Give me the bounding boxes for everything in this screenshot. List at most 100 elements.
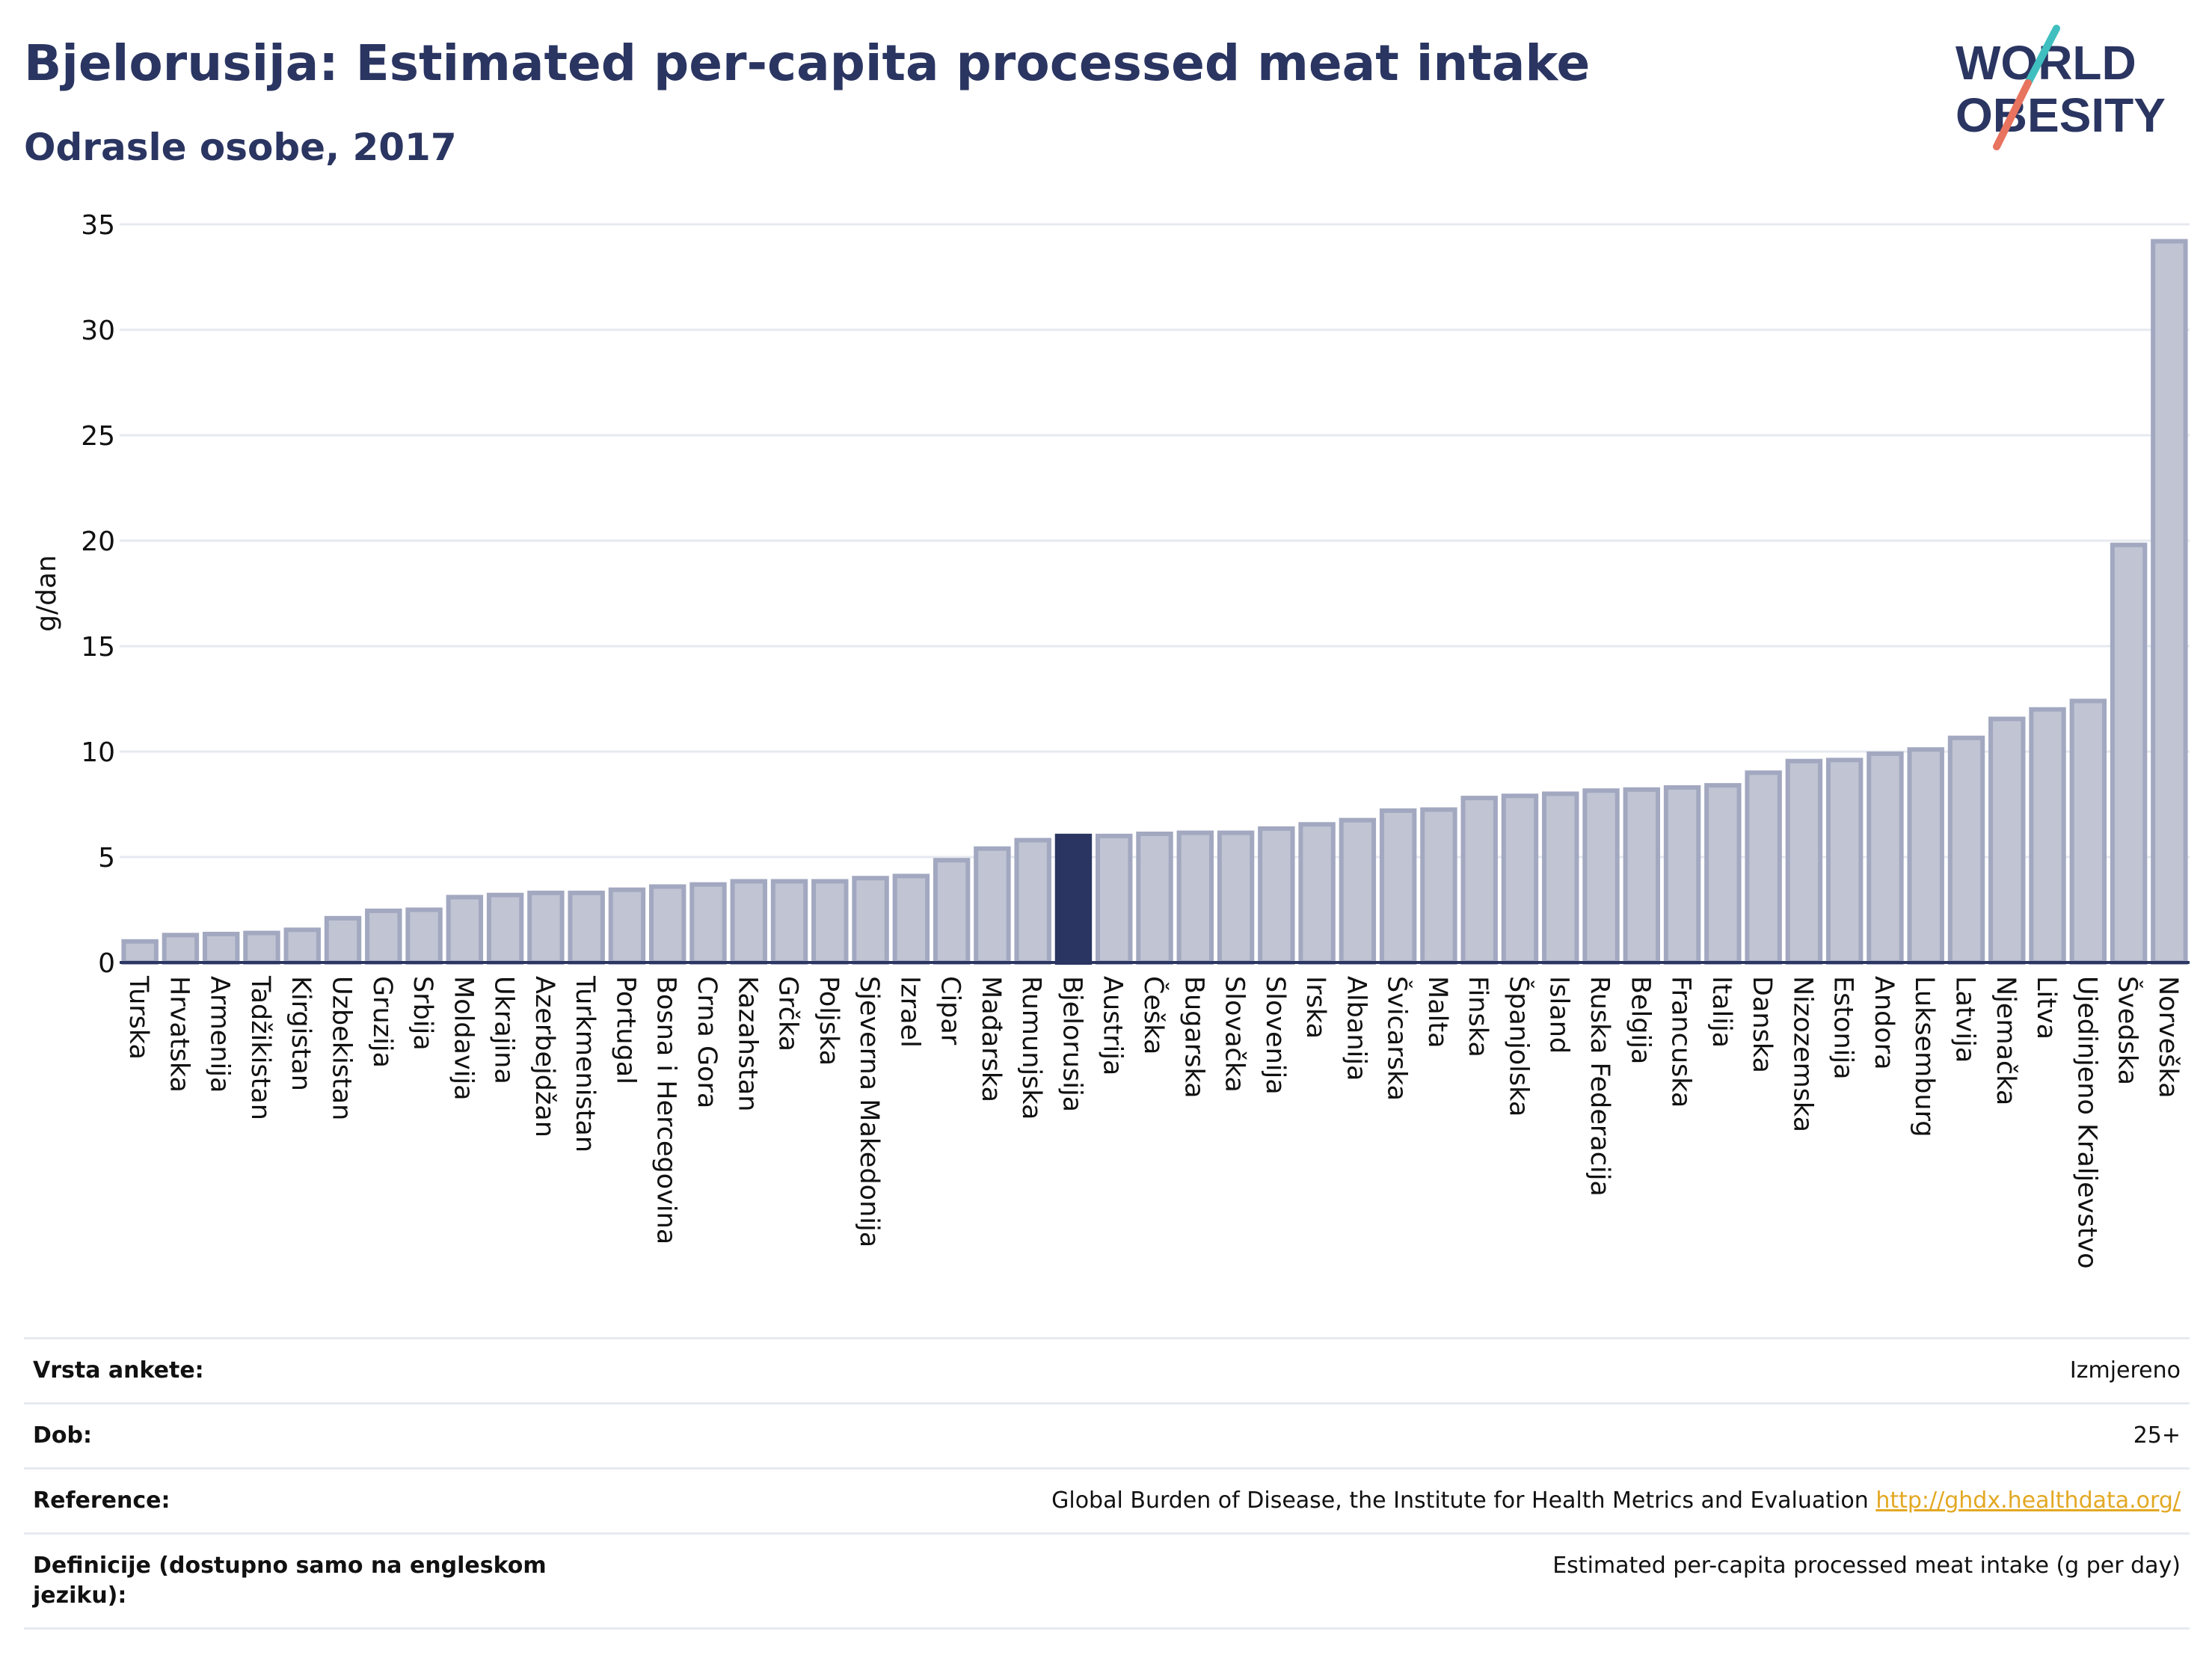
bar <box>1988 716 2026 965</box>
bar <box>162 933 200 965</box>
bar <box>405 907 443 965</box>
bar <box>1582 788 1620 965</box>
x-tick-label: Slovačka <box>1220 976 1250 1093</box>
info-key: Definicije (dostupno samo na engleskom j… <box>33 1553 547 1609</box>
info-row-reference: Reference: Global Burden of Disease, the… <box>24 1468 2190 1534</box>
x-tick-label: Danska <box>1747 976 1777 1073</box>
bar <box>1745 770 1782 965</box>
x-tick-label: Malta <box>1422 976 1452 1048</box>
bar <box>1785 758 1823 965</box>
x-tick-label: Uzbekistan <box>327 976 357 1120</box>
bar <box>2069 698 2107 965</box>
reference-link[interactable]: http://ghdx.healthdata.org/ <box>1875 1487 2181 1514</box>
bar <box>121 939 159 965</box>
x-tick-label: Bjelorusija <box>1057 976 1087 1112</box>
bar-chart: 0 5 10 15 20 25 30 35 g/dan Turska Hrvatska Armenij… <box>31 210 2190 1269</box>
x-tick-label: Luksemburg <box>1909 976 1939 1137</box>
bar <box>1339 817 1377 965</box>
bar <box>1825 758 1864 965</box>
bar <box>1054 833 1093 965</box>
x-tick-label: Andora <box>1869 976 1899 1070</box>
chart-subtitle: Odrasle osobe, 2017 <box>24 126 457 169</box>
x-tick-label: Španjolska <box>1503 976 1534 1117</box>
y-tick-label: 15 <box>81 632 115 663</box>
x-tick-label: Francuska <box>1666 976 1696 1108</box>
x-tick-label: Njemačka <box>1991 976 2021 1105</box>
y-axis-label: g/dan <box>31 555 62 632</box>
x-tick-label: Finska <box>1463 976 1493 1057</box>
info-value: Estimated per-capita processed meat inta… <box>1552 1553 2181 1579</box>
bar <box>1379 808 1417 965</box>
bar <box>1014 838 1051 965</box>
x-tick-label: Turska <box>123 975 153 1060</box>
x-tick-label: Latvija <box>1950 976 1979 1063</box>
bar <box>2110 542 2148 965</box>
x-tick-label: Kazahstan <box>732 976 762 1111</box>
bar <box>1704 783 1742 965</box>
logo-text-obesity: OBESITY <box>1956 88 2166 142</box>
x-tick-label: Estonija <box>1828 976 1858 1080</box>
bar <box>283 927 321 965</box>
bar <box>811 879 849 965</box>
x-tick-label: Grčka <box>773 976 803 1051</box>
bar <box>1136 831 1173 965</box>
x-tick-label: Sjeverna Makedonija <box>854 976 884 1247</box>
x-tick-label: Češka <box>1138 976 1170 1054</box>
bar <box>2029 707 2066 965</box>
bar <box>1663 784 1701 965</box>
info-row-survey-type: Vrsta ankete: Izmjereno <box>24 1338 2190 1404</box>
bar <box>770 879 808 965</box>
logo-slash-bottom <box>1993 79 2032 150</box>
x-tick-label: Austrija <box>1098 976 1128 1075</box>
bar <box>1623 787 1661 965</box>
bar <box>608 887 646 965</box>
y-tick-label: 35 <box>81 210 115 241</box>
bar <box>243 930 280 965</box>
bar <box>974 846 1011 965</box>
bar <box>446 894 484 965</box>
x-tick-label: Nizozemska <box>1787 976 1817 1132</box>
x-tick-label: Ujedinjeno Kraljevstvo <box>2071 976 2101 1269</box>
x-tick-label: Poljska <box>814 976 844 1066</box>
x-tick-label: Azerbejdžan <box>529 976 559 1137</box>
bar <box>1258 826 1295 965</box>
world-obesity-logo[interactable]: WORLD OBESITY <box>1944 19 2206 169</box>
bar <box>324 915 362 965</box>
x-tick-label: Hrvatska <box>164 976 194 1093</box>
bar <box>365 908 402 965</box>
y-tick-label: 10 <box>81 737 115 768</box>
bar <box>1460 796 1498 965</box>
info-row-age: Dob: 25+ <box>24 1403 2190 1469</box>
x-tick-label: Mađarska <box>976 976 1006 1102</box>
bar <box>1298 822 1336 965</box>
bar <box>1217 830 1255 965</box>
x-tick-label: Portugal <box>610 976 640 1084</box>
bar <box>486 892 524 965</box>
bar <box>1867 751 1904 965</box>
bar <box>2151 239 2188 965</box>
x-tick-label: Gruzija <box>367 976 397 1068</box>
info-value: Izmjereno <box>2069 1357 2181 1384</box>
bar <box>933 858 971 965</box>
x-tick-label: Crna Gora <box>692 976 722 1108</box>
bar <box>1176 830 1214 965</box>
info-key: Vrsta ankete: <box>33 1357 204 1384</box>
info-row-definition: Definicije (dostupno samo na engleskom j… <box>24 1533 2190 1629</box>
info-value: 25+ <box>2133 1422 2181 1449</box>
x-tick-label: Rumunjska <box>1016 976 1046 1120</box>
x-tick-label: Bugarska <box>1179 976 1208 1099</box>
x-tick-label: Litva <box>2031 976 2061 1040</box>
bar <box>852 876 889 965</box>
x-tick-label: Izrael <box>894 976 924 1048</box>
bar <box>202 931 240 965</box>
x-tick-label: Italija <box>1706 976 1736 1048</box>
info-key: Reference: <box>33 1487 170 1514</box>
x-tick-label: Moldavija <box>448 976 478 1101</box>
x-tick-label: Norveška <box>2153 976 2183 1099</box>
x-tick-label: Srbija <box>408 976 437 1051</box>
x-tick-label: Švedska <box>2113 976 2144 1085</box>
y-tick-label: 20 <box>81 526 115 557</box>
info-key: Dob: <box>33 1422 92 1449</box>
x-tick-label: Turkmenistan <box>570 975 600 1152</box>
y-tick-label: 5 <box>98 843 115 873</box>
